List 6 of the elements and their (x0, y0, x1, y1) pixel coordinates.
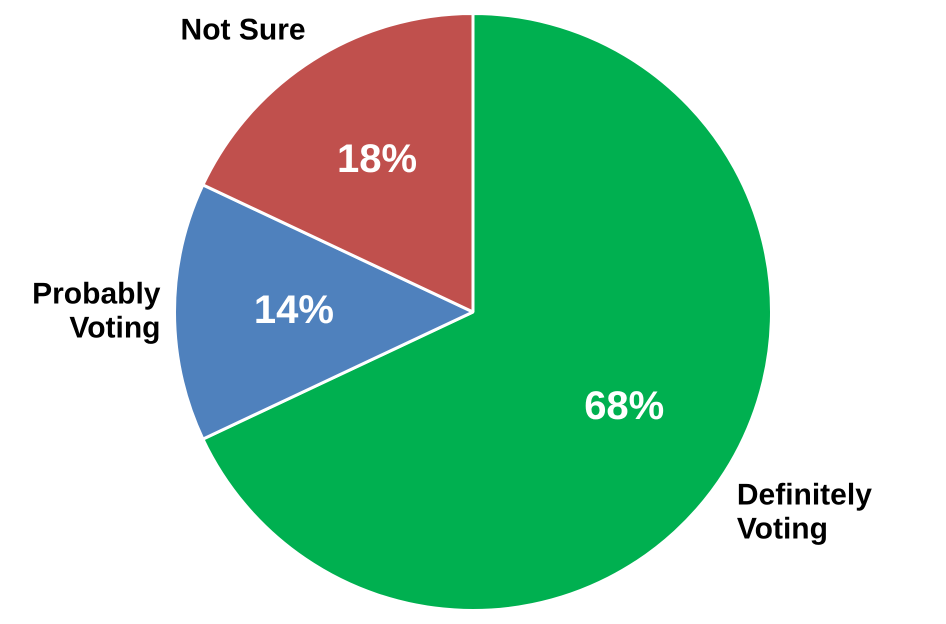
slice-label: Not Sure (180, 13, 306, 46)
slice-label: Definitely Voting (736, 478, 872, 546)
data-label: 14% (254, 288, 334, 332)
slice-label: Probably Voting (32, 277, 161, 344)
data-label: 18% (337, 136, 418, 181)
data-label: 68% (584, 384, 664, 428)
